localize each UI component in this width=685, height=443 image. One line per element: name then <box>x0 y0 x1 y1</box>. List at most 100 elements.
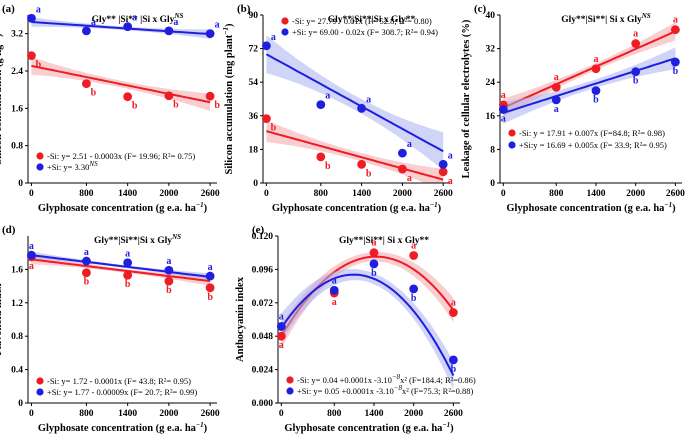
legend-marker-red <box>508 129 516 137</box>
x-tick-label: 2000 <box>159 189 178 199</box>
significance-letter: a <box>84 247 89 258</box>
data-point--Si <box>670 25 680 35</box>
significance-letter: b <box>593 95 599 106</box>
data-point--Si <box>369 248 379 258</box>
legend-entry-part: +Si:y = 16.69 + 0.005x (F= 33.9; R²= 0.9… <box>519 140 667 150</box>
data-point--Si <box>164 91 174 101</box>
significance-letter: a <box>451 298 456 309</box>
data-point-+Si <box>123 22 133 32</box>
legend-entry: -Si: y = 17.91 + 0.007x (F=84.8; R²= 0.9… <box>519 128 665 138</box>
data-point--Si <box>164 276 174 286</box>
legend-entry: +Si: y= 3.30NS <box>47 160 98 172</box>
x-tick-label: 0 <box>501 189 506 199</box>
significance-letter: a <box>448 176 453 187</box>
data-point-+Si <box>631 67 641 77</box>
data-point-+Si <box>551 95 561 105</box>
panel-title: Gly** |Si** |Si x GlyNS <box>92 12 184 25</box>
significance-letter: a <box>407 139 412 150</box>
significance-letter: a <box>448 150 453 161</box>
data-point--Si <box>27 51 36 60</box>
significance-letter: b <box>166 285 172 296</box>
panel-title-part: Gly** |Si** |Si x Gly <box>92 15 175 25</box>
x-axis-title: Glyphosate concentration (g e.a. ha−1) <box>38 421 208 434</box>
legend-entry: +Si: y= 69.00 - 0.02x (F= 308.7; R²= 0.9… <box>292 27 438 37</box>
significance-letter: a <box>166 256 171 267</box>
data-point-+Si <box>205 271 215 281</box>
legend-marker-blue <box>36 388 44 396</box>
y-tick-label: 0 <box>253 179 258 189</box>
legend-marker-red <box>286 376 294 384</box>
legend-entry-part: +Si: y= 0.05 +0.0001x -3.10 <box>297 386 394 396</box>
x-axis-title: Glyphosate concentration (g e.a. ha−1) <box>284 421 454 434</box>
panel-title-part: NS <box>171 233 181 241</box>
data-point-+Si <box>164 26 174 36</box>
y-tick-label: 3.2 <box>11 30 23 40</box>
panel-label: (c) <box>474 3 487 15</box>
data-point-+Si <box>27 13 36 23</box>
data-point--Si <box>205 283 215 293</box>
significance-letter: a <box>325 91 330 102</box>
y-tick-label: 0.048 <box>252 332 274 342</box>
data-point--Si <box>448 308 458 317</box>
x-tick-label: 1400 <box>586 189 605 199</box>
significance-letter: a <box>125 249 130 260</box>
significance-letter: b <box>451 364 457 375</box>
y-axis-title-part: −1 <box>222 27 230 35</box>
significance-letter: a <box>332 297 337 308</box>
y-axis-title: Leakage of cellular electrolytes (%) <box>461 19 472 178</box>
legend-entry-part: −8 <box>392 373 401 381</box>
y-tick-label: 1.6 <box>11 265 23 275</box>
significance-letter: b <box>132 101 138 112</box>
legend-entry: -Si: y= 0.04 +0.0001x -3.10−8x² (F=184.4… <box>297 373 476 385</box>
data-point-+Si <box>164 265 174 275</box>
data-point-+Si <box>438 159 448 169</box>
x-tick-label: 800 <box>79 189 94 199</box>
significance-letter: a <box>332 275 337 286</box>
y-tick-label: 0.8 <box>11 332 23 342</box>
significance-letter: a <box>173 17 178 28</box>
data-point--Si <box>123 270 133 280</box>
legend-entry-part: x² (F=184.4; R²=0.86) <box>400 375 476 385</box>
fit-line--Si <box>31 64 211 104</box>
panel-title: Gly**|Si**|Si x Gly** <box>328 15 416 25</box>
x-tick-label: 1400 <box>118 409 137 419</box>
data-point--Si <box>123 92 133 102</box>
x-tick-label: 2600 <box>201 409 220 419</box>
significance-letter: a <box>208 262 213 273</box>
y-tick-label: 90 <box>249 11 259 21</box>
y-tick-label: 0.000 <box>252 399 274 409</box>
x-axis-title-part: −1 <box>430 201 438 209</box>
data-point--Si <box>409 251 419 260</box>
x-axis-title-part: −1 <box>196 201 204 209</box>
significance-letter: a <box>132 13 137 24</box>
y-axis-title-part: Leakage of cellular electrolytes (%) <box>461 19 472 178</box>
data-point--Si <box>82 79 91 88</box>
y-axis-title: Silicon accumulation (mg plant−1) <box>222 23 235 174</box>
significance-letter: a <box>36 4 41 15</box>
x-axis-title-part: −1 <box>664 201 672 209</box>
y-axis-title-part: ) <box>224 23 235 27</box>
x-tick-label: 0 <box>264 189 269 199</box>
data-point--Si <box>631 39 641 48</box>
y-tick-label: 40 <box>486 11 496 21</box>
fit-line-+Si <box>31 254 211 278</box>
x-axis-title: Glyphosate concentration (g e.a. ha−1) <box>38 201 208 214</box>
legend-entry-part: -Si: y= 0.04 +0.0001x -3.10 <box>297 375 392 385</box>
panel-title: Gly**|Si**|Si x GlyNS <box>94 233 181 246</box>
significance-letter: a <box>29 241 34 252</box>
data-point-+Si <box>498 105 508 114</box>
x-axis-title-part: −1 <box>196 421 204 429</box>
legend-entry-part: +Si: y= 1.77 - 0.00009x (F= 20.7; R²= 0.… <box>47 387 197 397</box>
panel-e: 0.000 0.024 0.048 0.072 0.096 0.120 0 800 1400 20… <box>235 224 476 434</box>
legend-entry-part: +Si: y= 3.30 <box>47 162 89 172</box>
x-tick-label: 0 <box>29 189 34 199</box>
y-tick-label: 32 <box>486 45 496 55</box>
data-point-+Si <box>670 57 680 67</box>
legend-entry-part: -Si: y= 27.79 - 0.01x (F= 52.8; R²= 0.80… <box>292 16 432 26</box>
data-point--Si <box>551 82 561 92</box>
legend-entry-part: +Si: y= 69.00 - 0.02x (F= 308.7; R²= 0.9… <box>292 27 438 37</box>
legend-entry: +Si:y = 16.69 + 0.005x (F= 33.9; R²= 0.9… <box>519 140 667 150</box>
panel-label: (e) <box>252 224 265 236</box>
y-tick-label: 0.024 <box>252 366 274 376</box>
